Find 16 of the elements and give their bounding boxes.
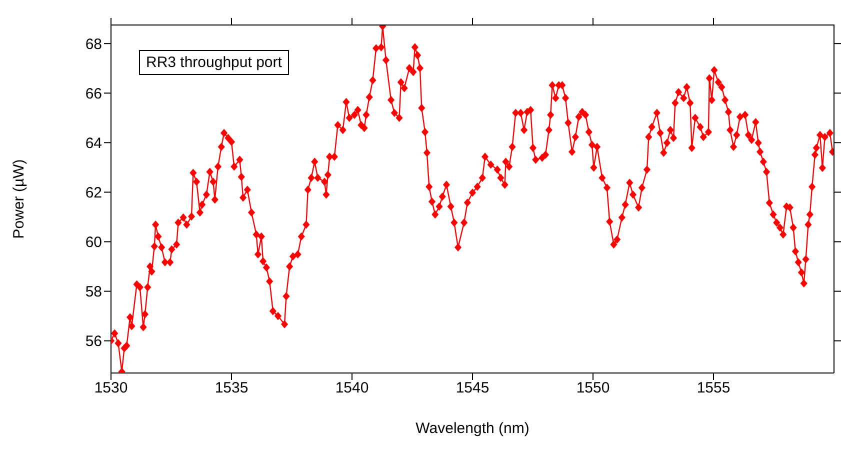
y-tick-label: 68 (85, 36, 102, 53)
x-tick-label: 1530 (94, 380, 128, 397)
annotation: RR3 throughput port (139, 50, 289, 75)
x-axis-title: Wavelength (nm) (416, 420, 530, 437)
y-tick-label: 60 (85, 234, 102, 252)
y-axis-title: Power (µW) (10, 159, 28, 239)
y-tick-label: 56 (85, 333, 102, 350)
y-tick-label: 64 (85, 134, 102, 152)
y-tick-label: 62 (85, 184, 102, 202)
y-tick-label: 58 (85, 284, 102, 301)
x-tick-label: 1555 (696, 380, 730, 397)
x-tick-label: 1550 (576, 380, 610, 397)
x-tick-label: 1535 (214, 380, 248, 397)
x-tick-label: 1540 (335, 380, 369, 397)
x-tick-label: 1545 (456, 380, 490, 397)
y-tick-label: 66 (85, 85, 102, 102)
